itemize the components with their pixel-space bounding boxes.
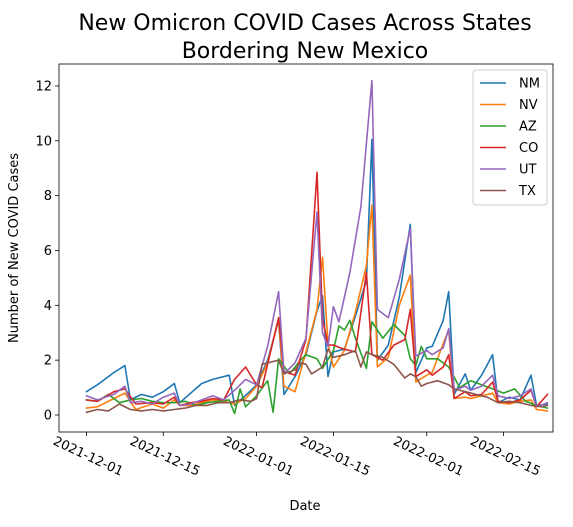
y-tick-label: 2 <box>44 354 52 369</box>
y-ticks: 0 2 4 6 8 10 12 <box>35 79 59 423</box>
chart-title-line-2: Bordering New Mexico <box>182 39 429 64</box>
y-tick-label: 4 <box>44 299 52 314</box>
y-tick-label: 6 <box>44 244 52 259</box>
series-lines <box>85 79 549 415</box>
legend-label-nv: NV <box>519 98 538 113</box>
chart-title-line-1: New Omicron COVID Cases Across States <box>78 11 531 36</box>
y-tick-label: 8 <box>44 189 52 204</box>
x-axis-label: Date <box>289 499 320 514</box>
legend-label-co: CO <box>519 141 538 156</box>
legend-label-az: AZ <box>519 120 537 135</box>
legend-label-nm: NM <box>519 77 540 92</box>
y-tick-label: 0 <box>44 408 52 423</box>
y-axis-label: Number of New COVID Cases <box>7 153 22 343</box>
legend-label-tx: TX <box>518 184 536 199</box>
legend: NM NV AZ CO UT TX <box>472 69 548 206</box>
plot-frame <box>58 63 554 433</box>
legend-label-ut: UT <box>519 163 537 178</box>
series-line-ut <box>85 79 549 408</box>
legend-items: NM NV AZ CO UT TX <box>480 77 540 199</box>
y-tick-label: 12 <box>35 79 52 94</box>
series-line-tx <box>85 348 549 414</box>
y-tick-label: 10 <box>35 134 52 149</box>
